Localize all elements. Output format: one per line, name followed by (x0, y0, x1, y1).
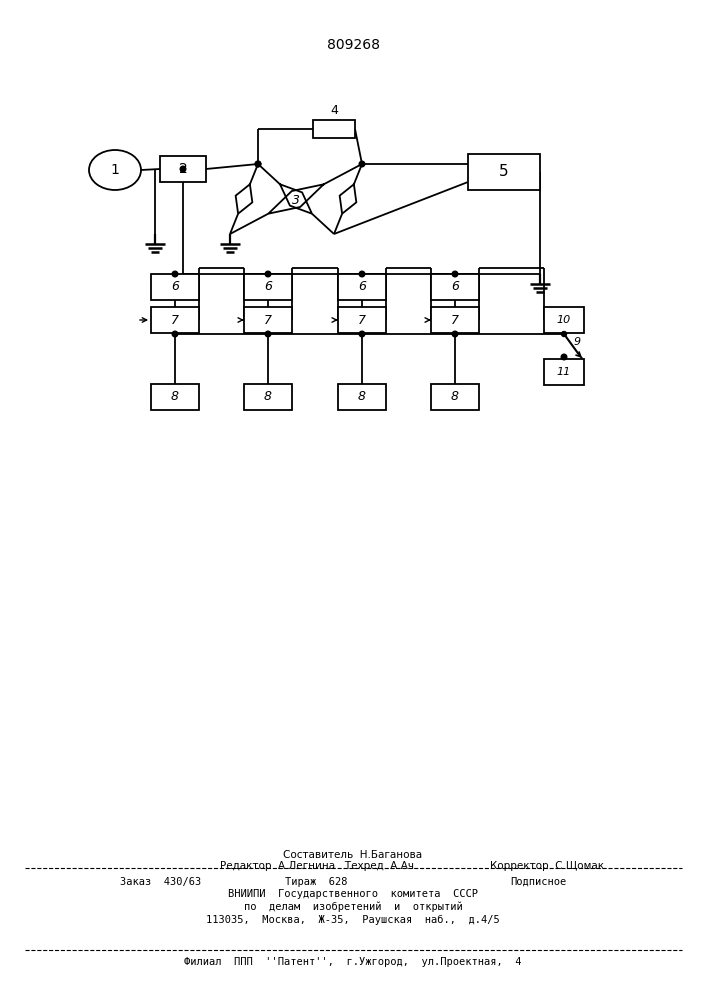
Circle shape (359, 271, 365, 277)
Polygon shape (235, 184, 252, 214)
Text: 10: 10 (557, 315, 571, 325)
Polygon shape (339, 184, 356, 214)
Text: по  делам  изобретений  и  открытий: по делам изобретений и открытий (244, 902, 462, 912)
Text: 8: 8 (171, 390, 179, 403)
Text: 7: 7 (264, 314, 272, 326)
Polygon shape (280, 184, 312, 214)
Ellipse shape (89, 150, 141, 190)
Text: 7: 7 (451, 314, 459, 326)
Text: 6: 6 (358, 280, 366, 294)
Bar (244, 274, 292, 300)
Text: 4: 4 (330, 104, 338, 117)
Text: 6: 6 (171, 280, 179, 294)
Text: 6: 6 (451, 280, 459, 294)
Circle shape (255, 161, 261, 167)
Circle shape (452, 271, 458, 277)
Text: 8: 8 (451, 390, 459, 403)
Bar (468, 154, 540, 190)
Circle shape (452, 331, 458, 337)
Bar (151, 307, 199, 333)
Bar (244, 307, 292, 333)
Circle shape (561, 354, 567, 360)
Text: 3: 3 (292, 194, 300, 208)
Circle shape (359, 331, 365, 337)
Bar (431, 307, 479, 333)
Text: Филиал  ППП  ''Патент'',  г.Ужгород,  ул.Проектная,  4: Филиал ППП ''Патент'', г.Ужгород, ул.Про… (185, 957, 522, 967)
Text: Подписное: Подписное (510, 877, 566, 887)
Circle shape (180, 166, 186, 172)
Bar (544, 307, 584, 333)
Bar (160, 156, 206, 182)
Text: 9: 9 (574, 337, 581, 347)
Text: 2: 2 (179, 162, 187, 176)
Text: Редактор  А.Легнина   Техред  А.Ач: Редактор А.Легнина Техред А.Ач (220, 861, 414, 871)
Bar (431, 384, 479, 410)
Circle shape (359, 161, 365, 167)
Text: 6: 6 (264, 280, 272, 294)
Text: 8: 8 (358, 390, 366, 403)
Text: 1: 1 (110, 163, 119, 177)
Text: 11: 11 (557, 367, 571, 377)
Text: 809268: 809268 (327, 38, 380, 52)
Text: 7: 7 (358, 314, 366, 326)
Bar (244, 384, 292, 410)
Polygon shape (268, 184, 324, 214)
Text: 8: 8 (264, 390, 272, 403)
Bar (338, 307, 386, 333)
Circle shape (561, 332, 566, 336)
Text: 7: 7 (171, 314, 179, 326)
Circle shape (173, 331, 177, 337)
Circle shape (265, 271, 271, 277)
Circle shape (173, 271, 177, 277)
Text: Составитель  Н.Баганова: Составитель Н.Баганова (284, 850, 423, 860)
Bar (431, 274, 479, 300)
Text: 5: 5 (499, 164, 509, 180)
Bar (544, 359, 584, 385)
Text: Тираж  628: Тираж 628 (285, 877, 348, 887)
Bar (151, 384, 199, 410)
Text: ВНИИПИ  Государственного  комитета  СССР: ВНИИПИ Государственного комитета СССР (228, 889, 478, 899)
Bar (313, 120, 355, 138)
Circle shape (265, 331, 271, 337)
Circle shape (255, 161, 261, 167)
Text: Заказ  430/63: Заказ 430/63 (120, 877, 201, 887)
Bar (151, 274, 199, 300)
Bar (338, 384, 386, 410)
Text: 113035,  Москва,  Ж-35,  Раушская  наб.,  д.4/5: 113035, Москва, Ж-35, Раушская наб., д.4… (206, 915, 500, 925)
Bar (338, 274, 386, 300)
Text: Корректор  С.Щомак: Корректор С.Щомак (490, 861, 604, 871)
